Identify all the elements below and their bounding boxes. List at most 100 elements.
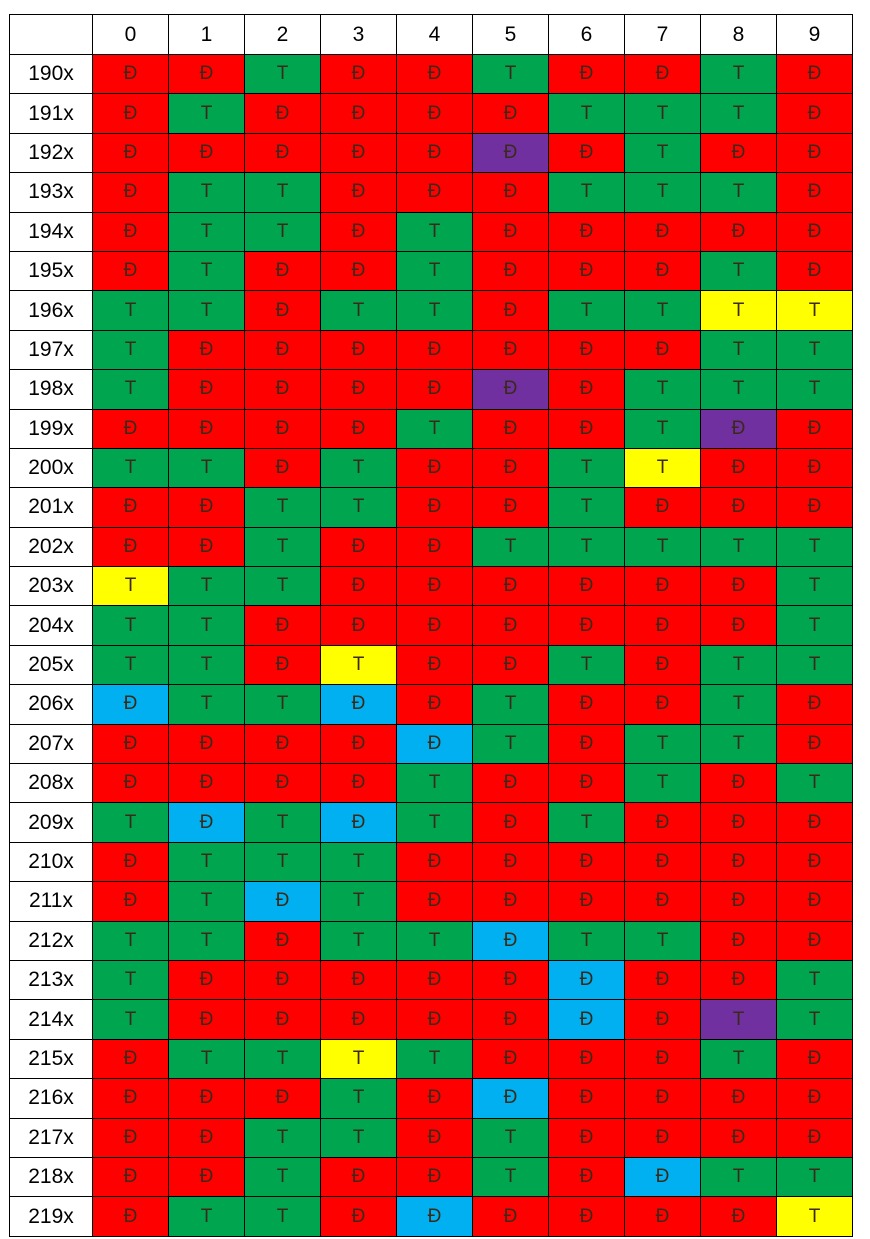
grid-cell: T	[624, 763, 701, 804]
grid-cell: Đ	[472, 250, 549, 292]
grid-cell: T	[168, 93, 245, 134]
grid-cell: Đ	[92, 53, 169, 95]
grid-cell: T	[776, 605, 853, 646]
grid-cell: T	[396, 290, 473, 331]
grid-cell: T	[244, 172, 321, 213]
grid-cell: Đ	[92, 1078, 169, 1119]
grid-cell: Đ	[700, 802, 777, 843]
grid-cell: Đ	[168, 369, 245, 410]
grid-cell: Đ	[776, 487, 853, 528]
grid-cell: T	[624, 526, 701, 568]
grid-cell: Đ	[396, 644, 473, 686]
grid-cell: T	[320, 447, 397, 489]
grid-cell: Đ	[776, 920, 853, 961]
table-row: 205x T T Đ T Đ Đ T Đ T T	[9, 644, 853, 686]
table-row: 214x T Đ Đ Đ Đ Đ Đ Đ T T	[9, 999, 853, 1040]
table-row: 219x Đ T T Đ Đ Đ Đ Đ Đ T	[9, 1196, 853, 1237]
grid-cell: Đ	[396, 723, 473, 765]
grid-cell: Đ	[244, 290, 321, 331]
row-label: 193x	[9, 172, 93, 213]
grid-cell: T	[320, 644, 397, 686]
grid-cell: Đ	[472, 329, 549, 371]
table-row: 208x Đ Đ Đ Đ T Đ Đ T Đ T	[9, 763, 853, 804]
grid-cell: Đ	[320, 959, 397, 1001]
grid-cell: Đ	[168, 1078, 245, 1119]
grid-cell: T	[624, 723, 701, 765]
column-header: 0	[92, 14, 169, 55]
grid-cell: T	[472, 53, 549, 95]
grid-cell: Đ	[700, 881, 777, 922]
row-label: 218x	[9, 1156, 93, 1198]
grid-cell: Đ	[472, 408, 549, 449]
table-row: 204x T T Đ Đ Đ Đ Đ Đ Đ T	[9, 605, 853, 646]
grid-cell: T	[168, 920, 245, 961]
grid-cell: T	[92, 329, 169, 371]
grid-cell: Đ	[320, 369, 397, 410]
grid-cell: Đ	[548, 605, 625, 646]
column-header: 3	[320, 14, 397, 55]
grid-cell: T	[624, 290, 701, 331]
grid-cell: Đ	[472, 920, 549, 961]
grid-cell: Đ	[472, 93, 549, 134]
grid-cell: T	[700, 684, 777, 725]
grid-cell: T	[700, 369, 777, 410]
grid-cell: Đ	[168, 723, 245, 765]
table-row: 195x Đ T Đ Đ T Đ Đ Đ T Đ	[9, 250, 853, 292]
grid-cell: Đ	[168, 53, 245, 95]
row-label: 215x	[9, 1038, 93, 1080]
grid-cell: Đ	[624, 487, 701, 528]
grid-cell: Đ	[396, 959, 473, 1001]
grid-cell: T	[320, 290, 397, 331]
grid-cell: Đ	[472, 369, 549, 410]
grid-cell: Đ	[472, 881, 549, 922]
grid-cell: Đ	[624, 644, 701, 686]
grid-cell: T	[320, 841, 397, 883]
grid-cell: Đ	[700, 1196, 777, 1237]
grid-cell: Đ	[244, 93, 321, 134]
corner-cell	[9, 14, 93, 55]
grid-cell: T	[168, 605, 245, 646]
grid-cell: Đ	[396, 526, 473, 568]
grid-cell: Đ	[320, 723, 397, 765]
column-header: 8	[700, 14, 777, 55]
grid-cell: Đ	[624, 802, 701, 843]
row-label: 198x	[9, 369, 93, 410]
grid-cell: Đ	[320, 53, 397, 95]
grid-cell: Đ	[548, 1196, 625, 1237]
grid-cell: Đ	[244, 1078, 321, 1119]
grid-cell: T	[396, 211, 473, 252]
grid-cell: Đ	[168, 329, 245, 371]
grid-cell: Đ	[548, 211, 625, 252]
grid-cell: Đ	[320, 999, 397, 1040]
grid-cell: T	[700, 999, 777, 1040]
grid-cell: Đ	[244, 959, 321, 1001]
grid-cell: Đ	[776, 881, 853, 922]
grid-cell: Đ	[92, 93, 169, 134]
grid-cell: Đ	[700, 1117, 777, 1158]
grid-cell: Đ	[548, 1038, 625, 1080]
grid-cell: T	[320, 1117, 397, 1158]
grid-cell: Đ	[244, 763, 321, 804]
grid-cell: T	[168, 1196, 245, 1237]
grid-cell: Đ	[548, 53, 625, 95]
row-label: 208x	[9, 763, 93, 804]
grid-cell: Đ	[396, 53, 473, 95]
grid-cell: Đ	[548, 684, 625, 725]
grid-cell: Đ	[92, 211, 169, 252]
column-header: 2	[244, 14, 321, 55]
grid-cell: Đ	[548, 999, 625, 1040]
grid-cell: T	[168, 172, 245, 213]
grid-cell: Đ	[396, 566, 473, 607]
grid-cell: T	[624, 920, 701, 961]
grid-cell: T	[396, 802, 473, 843]
grid-cell: T	[548, 487, 625, 528]
grid-cell: T	[244, 566, 321, 607]
grid-cell: Đ	[624, 959, 701, 1001]
grid-cell: Đ	[472, 1038, 549, 1080]
grid-cell: Đ	[396, 881, 473, 922]
grid-cell: Đ	[92, 1196, 169, 1237]
grid-cell: Đ	[396, 487, 473, 528]
column-header: 7	[624, 14, 701, 55]
row-label: 212x	[9, 920, 93, 961]
